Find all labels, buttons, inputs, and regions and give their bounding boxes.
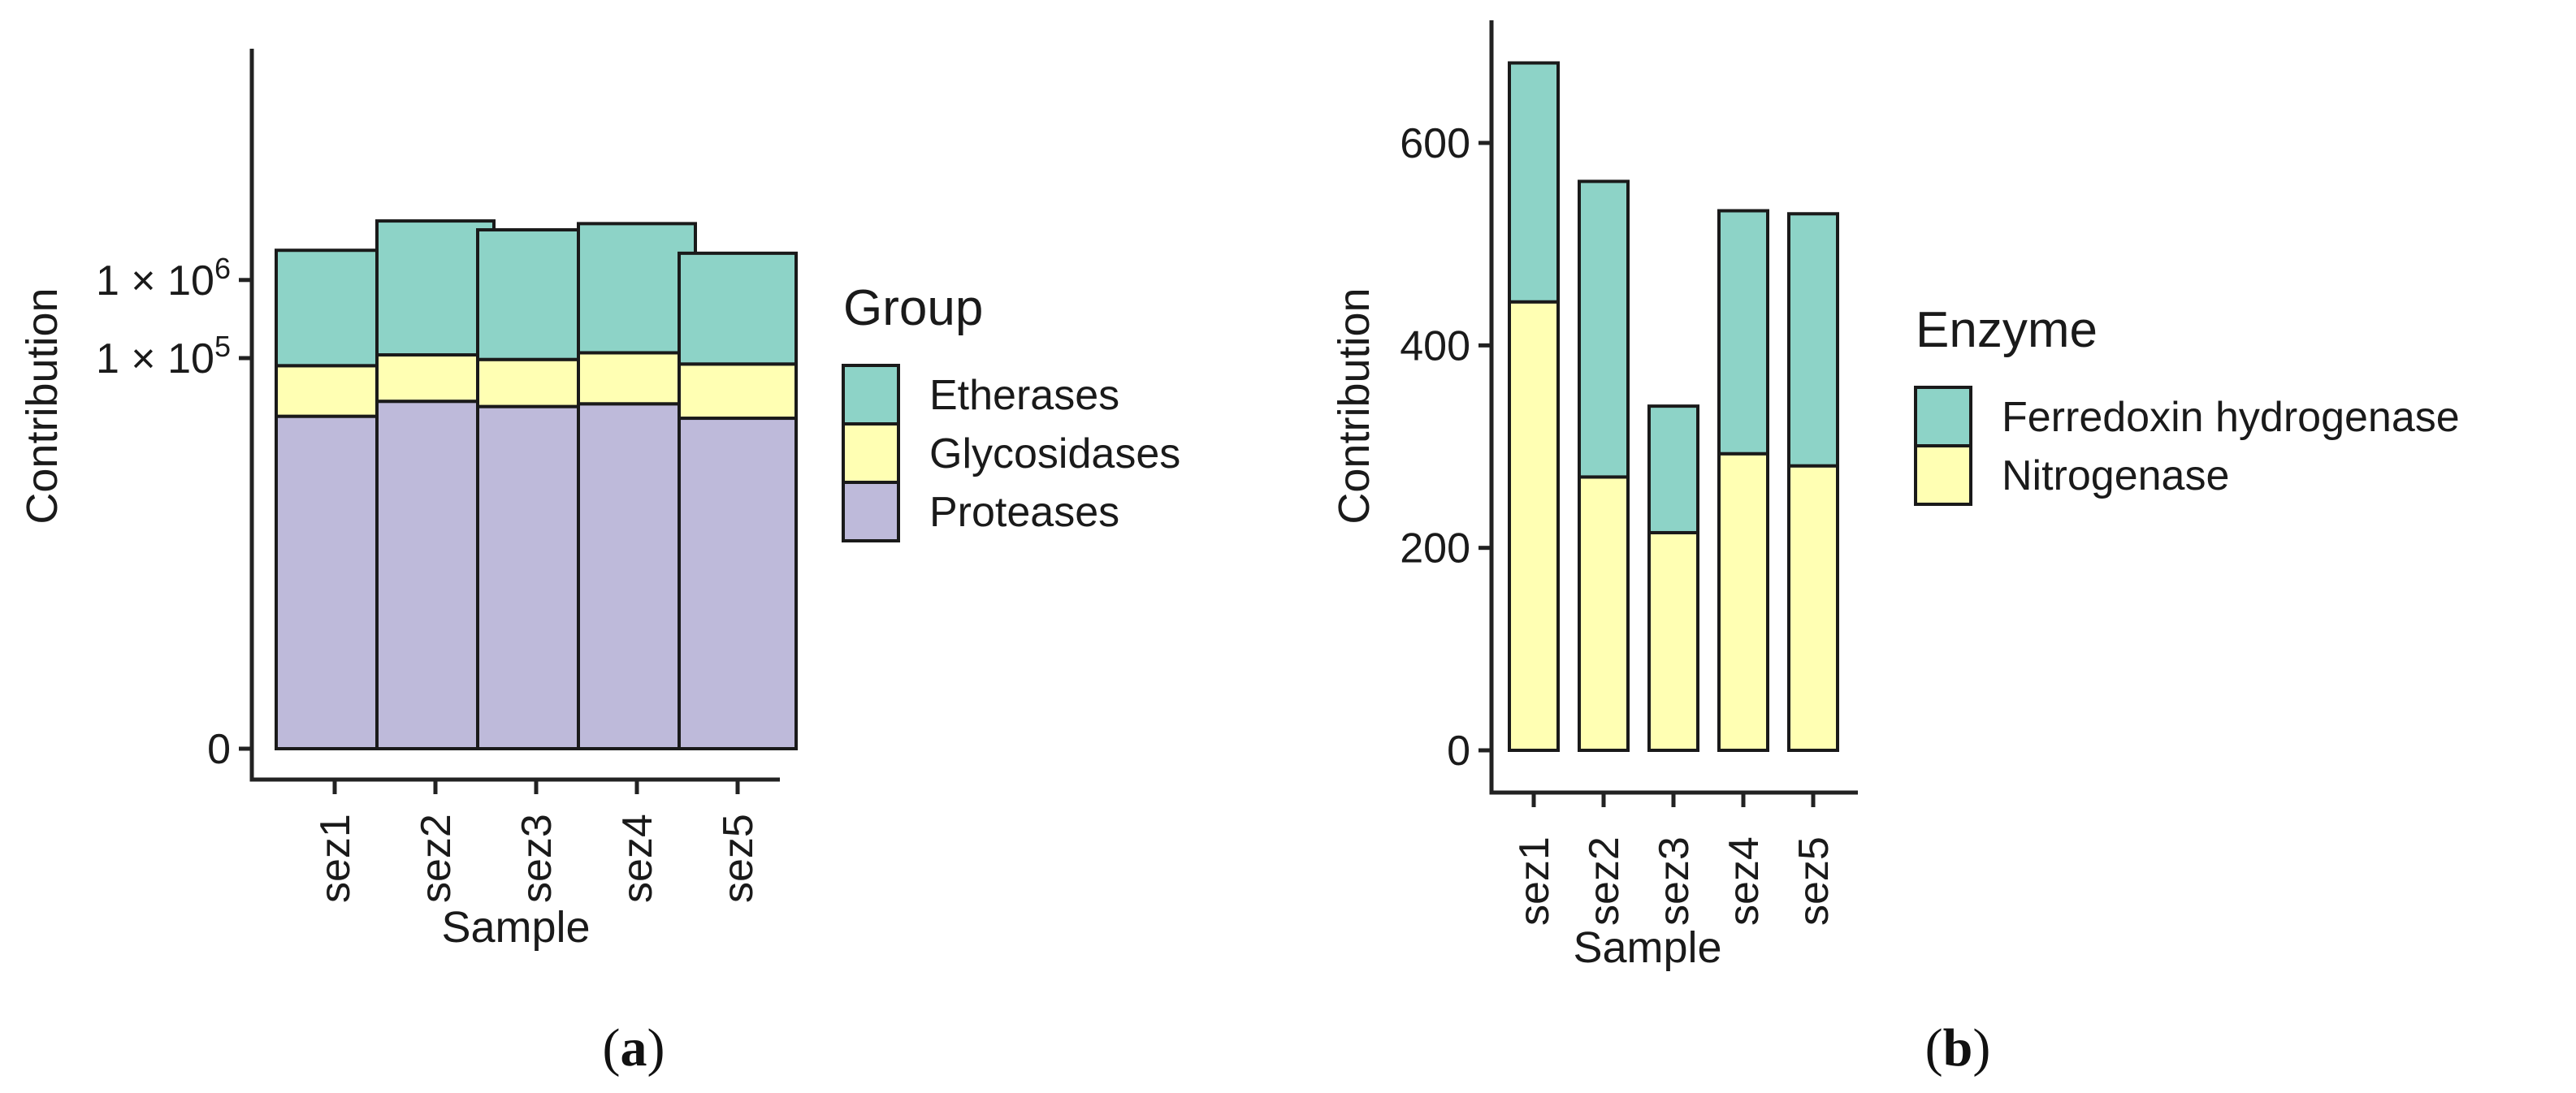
- panel-b-bar-sez1-nitrogenase: [1508, 300, 1560, 752]
- panel-a-legend-label-etherases: Etherases: [929, 372, 1119, 419]
- panel-b-x-tick-label-sez1: sez1: [1511, 836, 1558, 926]
- panel-b-y-ticks: 0 200 400 600: [1400, 120, 1491, 775]
- panel-b-bar-sez2-nitrogenase: [1578, 475, 1630, 753]
- panel-b-y-axis-title: Contribution: [1330, 287, 1379, 524]
- panel-b-chart: 0 200 400 600 sez1 sez2 sez3 sez4 sez5 Contribu…: [1330, 20, 2460, 1078]
- panel-b-legend-label-nitrogenase: Nitrogenase: [2002, 452, 2229, 499]
- panel-b-legend-title: Enzyme: [1916, 302, 2098, 358]
- panel-b-bar-sez3-ferredoxin-hydrogenase: [1647, 404, 1699, 534]
- panel-a-bar-sez5-proteases: [678, 417, 798, 751]
- panel-b-y-tick-label-400: 400: [1400, 322, 1470, 369]
- panel-b-x-ticks: sez1 sez2 sez3 sez4 sez5: [1511, 793, 1838, 926]
- panel-b-x-tick-label-sez4: sez4: [1721, 836, 1768, 926]
- panel-a-bar-sez3-proteases: [476, 404, 596, 750]
- panel-a-axes: [249, 49, 780, 782]
- panel-a-legend-title: Group: [843, 280, 983, 336]
- panel-a-bar-sez4-etherases: [577, 222, 697, 355]
- panel-b-bar-sez3-nitrogenase: [1647, 530, 1699, 752]
- panel-a-legend-label-glycosidases: Glycosidases: [929, 430, 1180, 477]
- panel-a-x-tick-label-sez5: sez5: [715, 814, 762, 903]
- panel-b-y-tick-label-200: 200: [1400, 525, 1470, 572]
- panel-a-bars: [275, 219, 798, 751]
- panel-a-y-ticks: 0 1 × 105 1 × 106: [96, 252, 252, 773]
- panel-b-x-tick-label-sez3: sez3: [1651, 836, 1698, 926]
- panel-a-bar-sez1-proteases: [275, 414, 395, 750]
- panel-a-bar-sez1-glycosidases: [275, 364, 395, 418]
- panel-a-legend-key-glycosidases: [842, 422, 900, 484]
- panel-a-x-tick-label-sez2: sez2: [413, 814, 460, 903]
- panel-a-label: (a): [603, 1018, 665, 1078]
- panel-a-bar-sez4-proteases: [577, 402, 697, 750]
- panel-a-legend: Group Etherases Glycosidases Proteases: [842, 280, 1180, 542]
- panel-b-bars: [1508, 61, 1839, 753]
- panel-b-bar-sez5-nitrogenase: [1787, 464, 1839, 752]
- panel-b-axes: [1489, 20, 1858, 795]
- panel-b-y-tick-label-600: 600: [1400, 120, 1470, 167]
- panel-a-bar-sez3-etherases: [476, 228, 596, 361]
- panel-b-y-tick-label-0: 0: [1447, 728, 1470, 775]
- panel-b-bar-sez2-ferredoxin-hydrogenase: [1578, 179, 1630, 479]
- panel-b-x-tick-label-sez5: sez5: [1790, 836, 1838, 926]
- panel-b-bar-sez1-ferredoxin-hydrogenase: [1508, 61, 1560, 304]
- panel-a-legend-key-proteases: [842, 481, 900, 542]
- panel-a-legend-key-etherases: [842, 364, 900, 426]
- panel-a-y-axis-title: Contribution: [18, 287, 67, 524]
- panel-a-y-tick-label-100000: 1 × 105: [96, 330, 231, 382]
- panel-a-x-tick-label-sez3: sez3: [513, 814, 561, 903]
- panel-b-x-tick-label-sez2: sez2: [1581, 836, 1628, 926]
- panel-a-x-ticks: sez1 sez2 sez3 sez4 sez5: [312, 780, 762, 903]
- panel-a-bar-sez5-etherases: [678, 251, 798, 366]
- panel-a-x-axis-title: Sample: [441, 903, 590, 952]
- panel-a-x-tick-label-sez1: sez1: [312, 814, 359, 903]
- panel-a-bar-sez3-glycosidases: [476, 357, 596, 408]
- panel-a-bar-sez1-etherases: [275, 248, 395, 368]
- panel-b-bar-sez4-nitrogenase: [1717, 451, 1769, 753]
- panel-a-chart: 0 1 × 105 1 × 106 sez1 sez2 sez3 sez4 sez5 Con…: [18, 49, 1180, 1078]
- panel-b-legend: Enzyme Ferredoxin hydrogenase Nitrogenase: [1914, 302, 2460, 506]
- panel-a-legend-label-proteases: Proteases: [929, 489, 1119, 536]
- panel-b-label: (b): [1925, 1018, 1991, 1078]
- panel-b-bar-sez4-ferredoxin-hydrogenase: [1717, 209, 1769, 456]
- panel-b-legend-label-ferredoxin-hydrogenase: Ferredoxin hydrogenase: [2002, 394, 2460, 441]
- panel-a-bar-sez2-etherases: [375, 219, 496, 357]
- panel-b-x-axis-title: Sample: [1573, 923, 1721, 972]
- panel-a-y-tick-label-0: 0: [207, 726, 231, 773]
- panel-a-bar-sez5-glycosidases: [678, 362, 798, 421]
- panel-a-y-tick-label-1000000: 1 × 106: [96, 252, 231, 305]
- panel-b-bar-sez5-ferredoxin-hydrogenase: [1787, 212, 1839, 468]
- panel-b-legend-key-ferredoxin-hydrogenase: [1914, 386, 1972, 447]
- panel-a-x-tick-label-sez4: sez4: [614, 814, 661, 903]
- panel-b-legend-key-nitrogenase: [1914, 444, 1972, 506]
